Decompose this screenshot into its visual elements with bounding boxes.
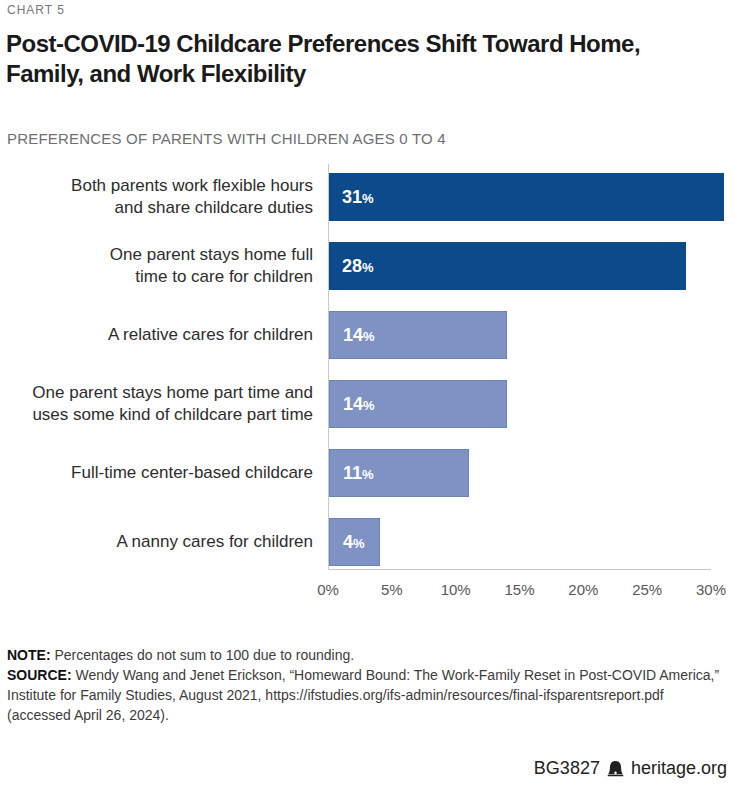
- bar-value-label: 14%: [330, 325, 375, 346]
- bar-track: 4%: [329, 518, 711, 566]
- x-axis-tick-label: 5%: [381, 581, 403, 598]
- chart-notes: NOTE: Percentages do not sum to 100 due …: [7, 645, 723, 725]
- bar-value-label: 14%: [330, 394, 375, 415]
- note-line: NOTE: Percentages do not sum to 100 due …: [7, 645, 723, 665]
- source-line: SOURCE: Wendy Wang and Jenet Erickson, “…: [7, 665, 723, 725]
- bar-track: 14%: [329, 311, 711, 359]
- liberty-bell-icon: [607, 760, 624, 777]
- bar-value-label: 4%: [330, 532, 365, 553]
- bar: 11%: [329, 449, 469, 497]
- bar: 31%: [329, 173, 724, 221]
- note-label: NOTE:: [7, 647, 51, 663]
- x-axis-tick-label: 10%: [441, 581, 471, 598]
- bar-row: Both parents work flexible hoursand shar…: [7, 173, 711, 221]
- source-label: SOURCE:: [7, 667, 72, 683]
- source-text-line-2: Institute for Family Studies, August 202…: [7, 685, 723, 705]
- chart-title: Post-COVID-19 Childcare Preferences Shif…: [6, 29, 640, 89]
- category-label: A relative cares for children: [7, 311, 329, 359]
- bar-track: 11%: [329, 449, 711, 497]
- bar: 28%: [329, 242, 686, 290]
- chart-subtitle: PREFERENCES OF PARENTS WITH CHILDREN AGE…: [7, 130, 446, 147]
- x-axis-tick-label: 15%: [504, 581, 534, 598]
- category-label: One parent stays home part time anduses …: [7, 380, 329, 428]
- x-axis-tick-label: 30%: [696, 581, 726, 598]
- bar-row: A relative cares for children14%: [7, 311, 711, 359]
- chart-title-line-1: Post-COVID-19 Childcare Preferences Shif…: [6, 29, 640, 59]
- bar-rows: Both parents work flexible hoursand shar…: [7, 173, 711, 587]
- bar-row: One parent stays home part time anduses …: [7, 380, 711, 428]
- bar-track: 14%: [329, 380, 711, 428]
- report-chart-page: CHART 5 Post-COVID-19 Childcare Preferen…: [0, 0, 734, 785]
- note-text: Percentages do not sum to 100 due to rou…: [54, 647, 354, 663]
- footer-doc-id: BG3827: [534, 758, 600, 779]
- x-axis-tick-label: 25%: [632, 581, 662, 598]
- source-text-line-3: (accessed April 26, 2024).: [7, 705, 723, 725]
- x-axis-tick-labels: 0%5%10%15%20%25%30%: [328, 581, 711, 599]
- category-label: A nanny cares for children: [7, 518, 329, 566]
- bar-row: A nanny cares for children4%: [7, 518, 711, 566]
- category-label: Full-time center-based childcare: [7, 449, 329, 497]
- chart-title-line-2: Family, and Work Flexibility: [6, 59, 640, 89]
- bar: 4%: [329, 518, 380, 566]
- bar: 14%: [329, 380, 507, 428]
- category-label: One parent stays home fulltime to care f…: [7, 242, 329, 290]
- x-axis-tick-label: 0%: [317, 581, 339, 598]
- source-text-line-1: Wendy Wang and Jenet Erickson, “Homeward…: [75, 667, 719, 683]
- x-axis-tick-label: 20%: [568, 581, 598, 598]
- chart-eyebrow: CHART 5: [7, 3, 65, 17]
- bar: 14%: [329, 311, 507, 359]
- bar-value-label: 11%: [330, 463, 374, 484]
- bar-row: One parent stays home fulltime to care f…: [7, 242, 711, 290]
- bar-value-label: 28%: [329, 256, 374, 277]
- bar-track: 31%: [329, 173, 711, 221]
- bar-track: 28%: [329, 242, 711, 290]
- bar-row: Full-time center-based childcare11%: [7, 449, 711, 497]
- category-label: Both parents work flexible hoursand shar…: [7, 173, 329, 221]
- bar-value-label: 31%: [329, 187, 374, 208]
- footer-site-label: heritage.org: [631, 758, 727, 779]
- footer: BG3827 heritage.org: [534, 758, 727, 779]
